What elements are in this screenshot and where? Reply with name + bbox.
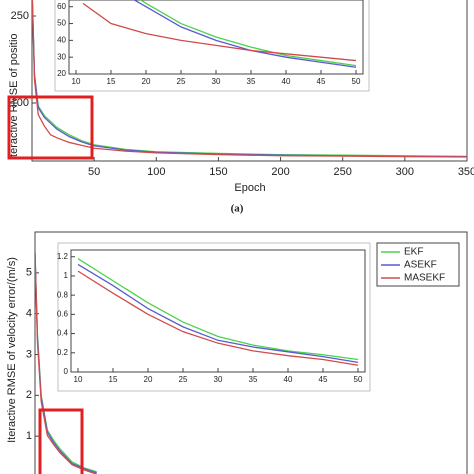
x-tick-label: 20: [142, 77, 151, 86]
series-line: [82, 2, 357, 62]
y-tick-label: 60: [57, 2, 66, 11]
x-tick-label: 45: [317, 77, 326, 86]
x-tick-label: 250: [334, 166, 352, 178]
series-group: [82, 0, 357, 68]
x-tick-label: 25: [179, 375, 188, 384]
x-tick-label: 10: [74, 375, 83, 384]
x-tick-label: 50: [354, 375, 363, 384]
y-tick-label: 0: [64, 367, 69, 376]
x-tick-label: 50: [352, 77, 361, 86]
series-line: [77, 270, 359, 366]
x-tick-label: 30: [212, 77, 221, 86]
y-axis-label: Iteractive RMSE of velocity error/(m/s): [6, 257, 18, 443]
x-tick-label: 40: [282, 77, 291, 86]
x-tick-label: 100: [147, 166, 165, 178]
x-axis-label: Epoch: [234, 182, 265, 194]
inset-background: [54, 0, 370, 92]
y-tick-label: 0.2: [57, 348, 69, 357]
x-tick-label: 200: [271, 166, 289, 178]
highlight-box: [7, 95, 94, 160]
series-group: [35, 252, 97, 474]
y-tick-label: 0.6: [57, 309, 69, 318]
x-tick-label: 35: [249, 375, 258, 384]
x-tick-label: 10: [72, 77, 81, 86]
y-tick-label: 5: [26, 267, 32, 279]
y-tick-label: 4: [26, 308, 32, 320]
y-tick-label: 250: [11, 10, 29, 22]
series-group: [32, 0, 467, 158]
series-group: [77, 258, 359, 366]
y-tick-label: 1.2: [57, 252, 69, 261]
x-tick-label: 150: [209, 166, 227, 178]
y-tick-label: 0.8: [57, 290, 69, 299]
series-line: [139, 0, 357, 67]
x-tick-label: 25: [177, 77, 186, 86]
y-tick-label: 30: [57, 52, 66, 61]
y-tick-label: 50: [57, 19, 66, 28]
y-tick-label: 0.4: [57, 329, 69, 338]
legend-label: ASEKF: [404, 260, 437, 271]
y-tick-label: 20: [57, 69, 66, 78]
x-tick-label: 40: [284, 375, 293, 384]
y-tick-label: 1: [64, 271, 69, 280]
legend-label: MASEKF: [404, 273, 445, 284]
y-tick-label: 1: [26, 430, 32, 442]
x-tick-label: 15: [107, 77, 116, 86]
series-line: [77, 258, 359, 361]
x-tick-label: 30: [214, 375, 223, 384]
x-tick-label: 35: [247, 77, 256, 86]
y-tick-label: 40: [57, 35, 66, 44]
x-tick-label: 50: [88, 166, 100, 178]
x-tick-label: 20: [144, 375, 153, 384]
series-line: [35, 252, 97, 474]
caption: (a): [231, 203, 244, 215]
series-line: [133, 0, 357, 68]
series-line: [32, 0, 467, 158]
legend-label: EKF: [404, 247, 423, 258]
y-tick-label: 100: [11, 97, 29, 109]
x-tick-label: 350: [458, 166, 474, 178]
x-tick-label: 15: [109, 375, 118, 384]
y-tick-label: 3: [26, 348, 32, 360]
x-tick-label: 300: [396, 166, 414, 178]
series-line: [77, 263, 359, 364]
x-tick-label: 45: [319, 375, 328, 384]
highlight-box: [38, 408, 84, 474]
inset-background: [57, 242, 371, 392]
plot-frame: [31, 0, 468, 162]
y-tick-label: 2: [26, 389, 32, 401]
